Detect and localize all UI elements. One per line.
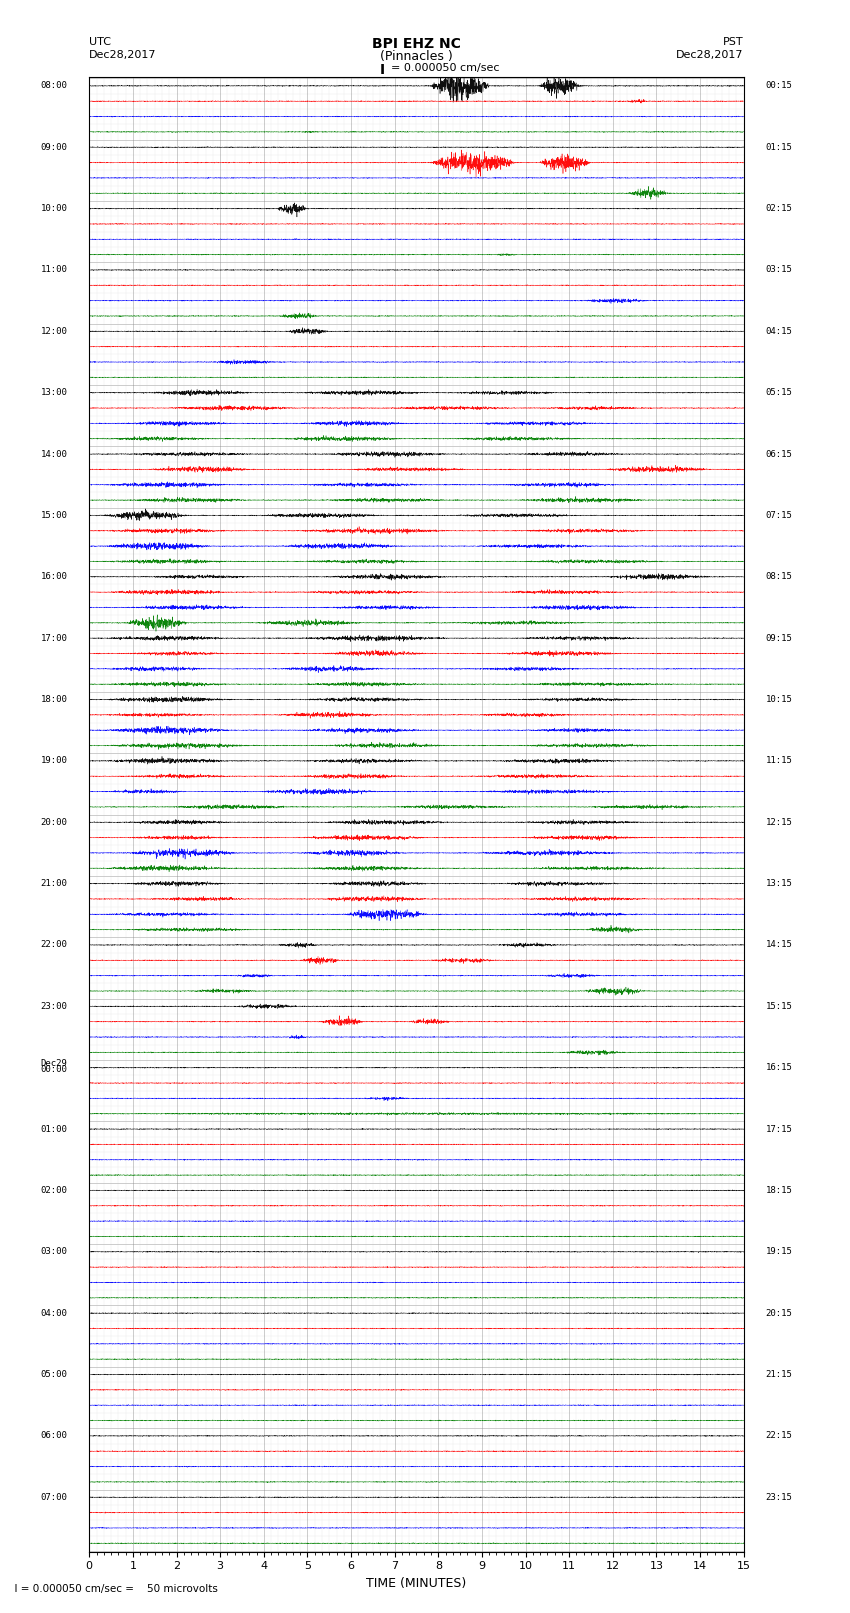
Text: 19:00: 19:00 [41, 756, 67, 766]
Text: 08:00: 08:00 [41, 81, 67, 90]
Text: 17:15: 17:15 [766, 1124, 792, 1134]
Text: 12:15: 12:15 [766, 818, 792, 827]
Text: 11:00: 11:00 [41, 266, 67, 274]
Text: 23:00: 23:00 [41, 1002, 67, 1011]
Text: 01:00: 01:00 [41, 1124, 67, 1134]
Text: 04:00: 04:00 [41, 1308, 67, 1318]
Text: 05:15: 05:15 [766, 389, 792, 397]
Text: 18:15: 18:15 [766, 1186, 792, 1195]
Text: 17:00: 17:00 [41, 634, 67, 642]
Text: 10:00: 10:00 [41, 205, 67, 213]
Text: 03:15: 03:15 [766, 266, 792, 274]
Text: 13:15: 13:15 [766, 879, 792, 889]
Text: 00:15: 00:15 [766, 81, 792, 90]
Text: 07:00: 07:00 [41, 1492, 67, 1502]
Text: (Pinnacles ): (Pinnacles ) [380, 50, 453, 63]
Text: Dec29: Dec29 [41, 1058, 67, 1068]
Text: 11:15: 11:15 [766, 756, 792, 766]
Text: 19:15: 19:15 [766, 1247, 792, 1257]
Text: 13:00: 13:00 [41, 389, 67, 397]
Text: 14:00: 14:00 [41, 450, 67, 458]
Text: BPI EHZ NC: BPI EHZ NC [372, 37, 461, 52]
Text: 15:15: 15:15 [766, 1002, 792, 1011]
Text: 20:15: 20:15 [766, 1308, 792, 1318]
Text: 04:15: 04:15 [766, 327, 792, 336]
Text: 16:00: 16:00 [41, 573, 67, 581]
Text: 09:15: 09:15 [766, 634, 792, 642]
Text: 06:00: 06:00 [41, 1431, 67, 1440]
Text: 08:15: 08:15 [766, 573, 792, 581]
Text: 10:15: 10:15 [766, 695, 792, 703]
Text: 22:15: 22:15 [766, 1431, 792, 1440]
Text: 05:00: 05:00 [41, 1369, 67, 1379]
Text: 03:00: 03:00 [41, 1247, 67, 1257]
Text: 16:15: 16:15 [766, 1063, 792, 1073]
Text: 09:00: 09:00 [41, 142, 67, 152]
Text: Dec28,2017: Dec28,2017 [677, 50, 744, 60]
Text: I = 0.000050 cm/sec =    50 microvolts: I = 0.000050 cm/sec = 50 microvolts [8, 1584, 218, 1594]
Text: 14:15: 14:15 [766, 940, 792, 950]
Text: 12:00: 12:00 [41, 327, 67, 336]
Text: 21:00: 21:00 [41, 879, 67, 889]
Text: 21:15: 21:15 [766, 1369, 792, 1379]
Text: 15:00: 15:00 [41, 511, 67, 519]
Text: 20:00: 20:00 [41, 818, 67, 827]
Text: Dec28,2017: Dec28,2017 [89, 50, 156, 60]
Text: 22:00: 22:00 [41, 940, 67, 950]
Text: = 0.000050 cm/sec: = 0.000050 cm/sec [391, 63, 500, 73]
Text: 23:15: 23:15 [766, 1492, 792, 1502]
Text: UTC: UTC [89, 37, 111, 47]
Text: 01:15: 01:15 [766, 142, 792, 152]
X-axis label: TIME (MINUTES): TIME (MINUTES) [366, 1578, 467, 1590]
Text: 02:00: 02:00 [41, 1186, 67, 1195]
Text: 02:15: 02:15 [766, 205, 792, 213]
Text: I: I [380, 63, 385, 77]
Text: 00:00: 00:00 [41, 1065, 67, 1074]
Text: 18:00: 18:00 [41, 695, 67, 703]
Text: 07:15: 07:15 [766, 511, 792, 519]
Text: 06:15: 06:15 [766, 450, 792, 458]
Text: PST: PST [723, 37, 744, 47]
